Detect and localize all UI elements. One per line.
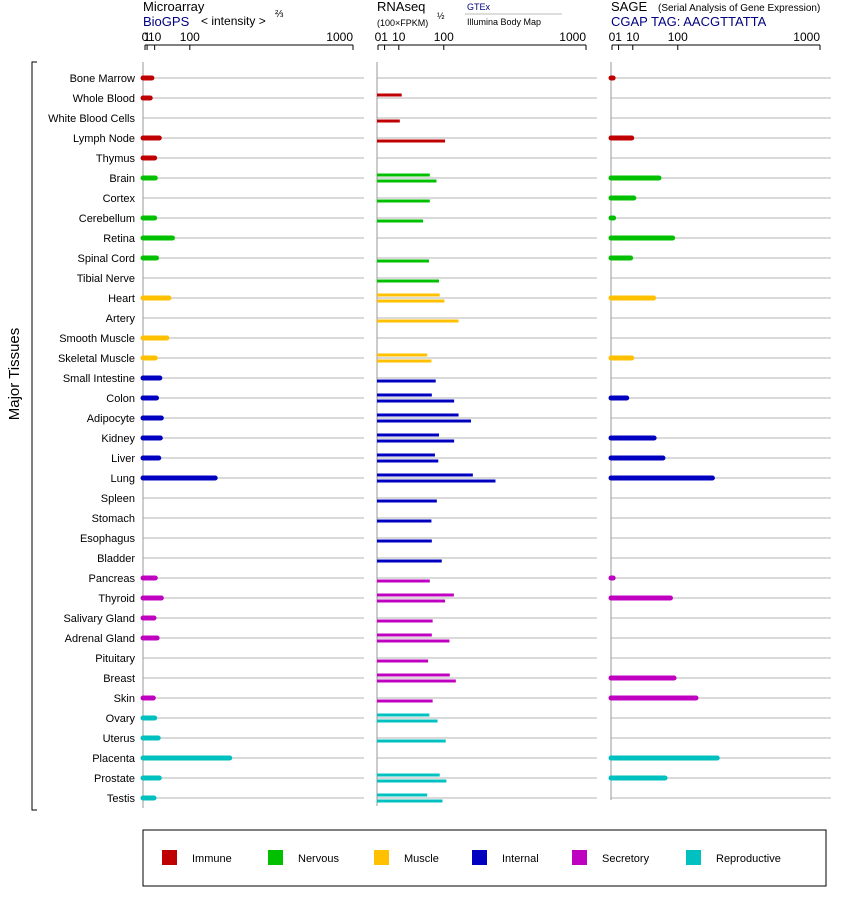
x-tick-label: 1 <box>381 30 388 44</box>
tissue-label-thymus: Thymus <box>96 153 136 165</box>
tissue-label-heart: Heart <box>108 293 135 305</box>
sage-title: SAGE <box>611 0 647 14</box>
tissue-label-artery: Artery <box>106 313 136 325</box>
legend-label-muscle: Muscle <box>404 853 439 865</box>
x-tick-label: 1 <box>615 30 622 44</box>
tissue-label-thyroid: Thyroid <box>98 593 135 605</box>
sage-subtitle: CGAP TAG: AACGTTATTA <box>611 14 767 29</box>
tissue-label-lung: Lung <box>111 473 135 485</box>
rnaseq-source-bodymap: Illumina Body Map <box>467 17 541 27</box>
y-axis-label: Major Tissues <box>6 328 23 421</box>
tissue-label-colon: Colon <box>106 393 135 405</box>
legend-label-nervous: Nervous <box>298 853 339 865</box>
tissue-label-uterus: Uterus <box>103 733 136 745</box>
x-tick-label: 10 <box>392 30 406 44</box>
legend-swatch-secretory <box>572 850 587 865</box>
legend-swatch-internal <box>472 850 487 865</box>
legend-swatch-reproductive <box>686 850 701 865</box>
tissue-label-pancreas: Pancreas <box>89 573 136 585</box>
legend-label-internal: Internal <box>502 853 539 865</box>
tissue-label-skin: Skin <box>114 693 135 705</box>
panel-sage: 0 1 10 100 1000 <box>608 30 831 800</box>
x-tick-label: 10 <box>148 30 162 44</box>
legend-swatch-immune <box>162 850 177 865</box>
tissue-label-esophagus: Esophagus <box>80 533 136 545</box>
rnaseq-axis-label: (100×FPKM) <box>377 18 428 28</box>
microarray-axis-exponent: ⅔ <box>275 9 284 20</box>
x-tick-label: 1 <box>144 30 151 44</box>
rnaseq-source-gtex: GTEx <box>467 2 491 12</box>
tissue-label-white-blood-cells: White Blood Cells <box>48 113 135 125</box>
tissue-label-lymph-node: Lymph Node <box>73 133 135 145</box>
legend: Immune Nervous Muscle Internal Secretory Repr… <box>162 850 781 865</box>
tissue-label-kidney: Kidney <box>101 433 135 445</box>
tissue-label-placenta: Placenta <box>92 753 136 765</box>
tissue-label-ovary: Ovary <box>106 713 136 725</box>
rnaseq-title: RNAseq <box>377 0 425 14</box>
tissue-bracket <box>31 61 37 811</box>
tissue-label-prostate: Prostate <box>94 773 135 785</box>
tissue-label-skeletal-muscle: Skeletal Muscle <box>58 353 135 365</box>
x-tick-label: 0 <box>609 30 616 44</box>
microarray-subtitle: BioGPS <box>143 14 190 29</box>
tissue-label-breast: Breast <box>103 673 135 685</box>
tissue-label-salivary-gland: Salivary Gland <box>63 613 135 625</box>
tissue-label-bladder: Bladder <box>97 553 135 565</box>
legend-label-immune: Immune <box>192 853 232 865</box>
tissue-label-adipocyte: Adipocyte <box>87 413 135 425</box>
x-tick-label: 100 <box>434 30 454 44</box>
panel-rnaseq: 0 1 10 100 1000 <box>375 30 597 806</box>
tissue-label-retina: Retina <box>103 233 136 245</box>
tissue-label-liver: Liver <box>111 453 135 465</box>
legend-swatch-muscle <box>374 850 389 865</box>
tissue-label-stomach: Stomach <box>92 513 135 525</box>
row-grid: Bone Marrow Whole Blood White Blood Cells L… <box>48 73 136 805</box>
x-tick-label: 10 <box>626 30 640 44</box>
x-tick-label: 1000 <box>793 30 820 44</box>
x-tick-label: 100 <box>180 30 200 44</box>
microarray-axis-label: < intensity > <box>201 14 266 28</box>
legend-swatch-nervous <box>268 850 283 865</box>
tissue-label-whole-blood: Whole Blood <box>73 93 135 105</box>
tissue-label-testis: Testis <box>107 793 136 805</box>
microarray-title: Microarray <box>143 0 205 14</box>
tissue-label-spinal-cord: Spinal Cord <box>78 253 135 265</box>
legend-label-reproductive: Reproductive <box>716 853 781 865</box>
tissue-label-smooth-muscle: Smooth Muscle <box>59 333 135 345</box>
tissue-label-pituitary: Pituitary <box>95 653 135 665</box>
rnaseq-axis-exponent: ½ <box>437 11 445 21</box>
x-tick-label: 1000 <box>559 30 586 44</box>
x-tick-label: 0 <box>375 30 382 44</box>
sage-title-note: (Serial Analysis of Gene Expression) <box>658 3 820 14</box>
x-tick-label: 1000 <box>326 30 353 44</box>
tissue-label-spleen: Spleen <box>101 493 135 505</box>
tissue-label-brain: Brain <box>109 173 135 185</box>
x-tick-label: 100 <box>668 30 688 44</box>
tissue-label-cortex: Cortex <box>103 193 136 205</box>
x-tick-label: 0 <box>142 30 149 44</box>
tissue-label-adrenal-gland: Adrenal Gland <box>65 633 135 645</box>
tissue-label-small-intestine: Small Intestine <box>63 373 135 385</box>
legend-label-secretory: Secretory <box>602 853 650 865</box>
tissue-label-cerebellum: Cerebellum <box>79 213 135 225</box>
tissue-label-bone-marrow: Bone Marrow <box>70 73 135 85</box>
tissue-label-tibial-nerve: Tibial Nerve <box>77 273 135 285</box>
